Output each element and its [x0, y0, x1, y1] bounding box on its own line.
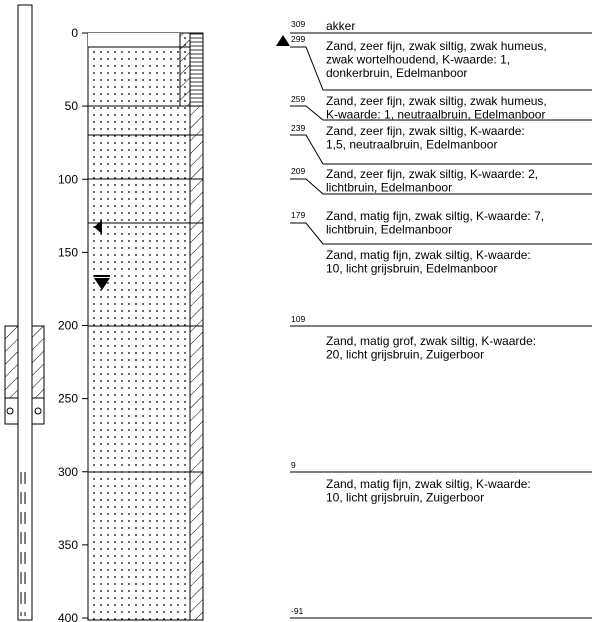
layer-description-line: Zand, zeer fijn, zwak siltig, zwak humeu…: [326, 94, 547, 108]
akker-topsoil: [88, 33, 180, 47]
depth-tick-label: 100: [58, 172, 78, 186]
surface-level-marker-icon: [276, 35, 290, 46]
layer-elevation: 109: [291, 314, 305, 324]
depth-tick-label: 300: [58, 465, 78, 479]
well-gravel-right: [31, 397, 45, 425]
layer-boundary-line: [290, 178, 592, 195]
layer-boundary-line: [290, 134, 592, 165]
layer-description-line: Zand, matig grof, zwak siltig, K-waarde:: [326, 334, 536, 348]
layer-description-line: Zand, matig fijn, zwak siltig, K-waarde:: [326, 248, 531, 262]
depth-tick-label: 200: [58, 319, 78, 333]
layer-boundaries: [88, 46, 203, 473]
layer-description-line: lichtbruin, Edelmanboor: [326, 181, 452, 195]
column-humus-marker: [189, 32, 204, 107]
layer-elevation: 179: [291, 210, 305, 220]
layer-boundary-line: [290, 105, 592, 121]
layer-description-line: 10, licht grijsbruin, Edelmanboor: [326, 262, 497, 276]
layer-description-line: 20, licht grijsbruin, Zuigerboor: [326, 348, 484, 362]
depth-tick-label: 350: [58, 538, 78, 552]
layer-elevation: 299: [291, 34, 305, 44]
layer-boundary-line: [290, 46, 592, 91]
layer-description-line: donkerbruin, Edelmanboor: [326, 66, 467, 80]
layer-description-line: Zand, zeer fijn, zwak siltig, zwak humeu…: [326, 39, 547, 53]
depth-tick-label: 50: [65, 99, 79, 113]
description-panel: 309 akker 299 Zand, zeer fijn, zwak siltig,…: [276, 19, 592, 619]
layer-elevation: 239: [291, 123, 305, 133]
gravel-circle: [34, 407, 42, 415]
layer-boundary-line: [290, 222, 592, 245]
depth-axis: 0 50 100 150 200 250 300 350 400: [58, 26, 89, 622]
layer-elevation: 309: [291, 19, 305, 29]
layer-elevation: -91: [291, 606, 304, 616]
layer-description-line: akker: [326, 19, 355, 33]
well-construction: [4, 4, 45, 621]
layer-elevation: 209: [291, 166, 305, 176]
gravel-circle: [6, 407, 14, 415]
groundwater-level-icon: [94, 275, 110, 290]
depth-tick-label: 250: [58, 392, 78, 406]
depth-tick-label: 400: [58, 611, 78, 622]
layer-description-line: Zand, zeer fijn, zwak siltig, K-waarde:: [326, 124, 525, 138]
column-hatch-lower: [189, 105, 204, 621]
layer-description-line: zwak wortelhoudend, K-waarde: 1,: [326, 53, 510, 67]
groundwater-arrow-icon: [94, 220, 102, 234]
well-gravel-left: [4, 397, 19, 425]
depth-tick-label: 150: [58, 245, 78, 259]
soil-column: [87, 32, 204, 621]
layer-elevation: 259: [291, 94, 305, 104]
layer-description-line: Zand, zeer fijn, zwak siltig, K-waarde: …: [326, 167, 538, 181]
layer-description-line: K-waarde: 1, neutraalbruin, Edelmanboor: [326, 108, 545, 122]
layer-description-line: 10, licht grijsbruin, Zuigerboor: [326, 491, 484, 505]
column-hatch-upper: [179, 32, 191, 107]
layer-description-line: lichtbruin, Edelmanboor: [326, 223, 452, 237]
layer-description-line: Zand, matig fijn, zwak siltig, K-waarde:…: [326, 209, 544, 223]
layer-elevation: 9: [291, 460, 296, 470]
well-seal-right: [31, 325, 45, 399]
well-seal-left: [4, 325, 19, 399]
well-filter-screen: [20, 472, 26, 616]
well-casing: [17, 4, 33, 621]
layer-description-line: 1,5, neutraalbruin, Edelmanboor: [326, 138, 497, 152]
layer-description-line: Zand, matig fijn, zwak siltig, K-waarde:: [326, 477, 531, 491]
depth-tick-label: 0: [71, 26, 78, 40]
